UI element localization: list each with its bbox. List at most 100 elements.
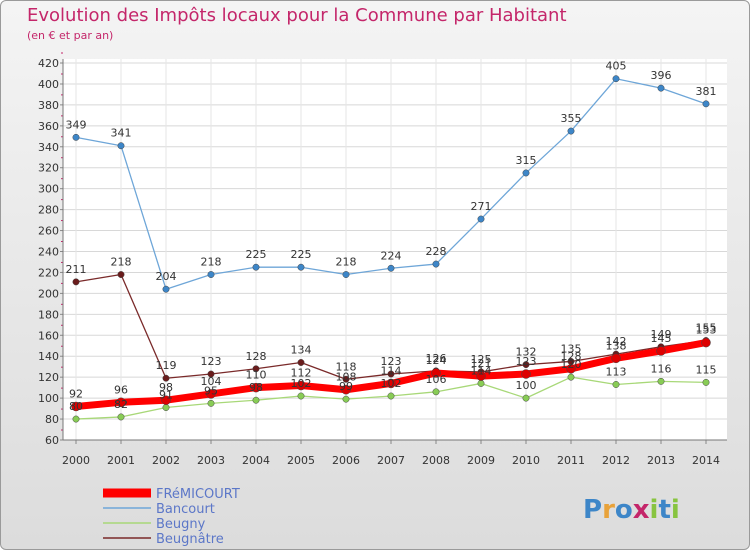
x-tick-label: 2008 xyxy=(422,454,450,467)
legend-label: FRéMICOURT xyxy=(156,487,240,502)
series-layer xyxy=(71,75,711,423)
data-point xyxy=(342,271,350,278)
data-point xyxy=(521,369,531,379)
data-label: 138 xyxy=(606,339,627,352)
data-label: 228 xyxy=(426,245,447,258)
data-point xyxy=(342,395,350,403)
data-label: 224 xyxy=(381,249,402,262)
y-tick-label: 180 xyxy=(38,308,59,321)
x-tick-label: 2003 xyxy=(197,454,225,467)
data-point xyxy=(611,353,621,364)
data-label: 134 xyxy=(291,344,312,357)
data-label: 218 xyxy=(201,256,222,269)
data-point xyxy=(252,263,260,271)
data-label: 99 xyxy=(339,380,353,393)
legend-label: Beugnâtre xyxy=(156,532,224,547)
y-tick-label: 300 xyxy=(38,183,59,196)
logo-text: Proxiti xyxy=(583,495,680,525)
data-point xyxy=(612,381,620,388)
data-label: 115 xyxy=(696,363,717,376)
data-point xyxy=(207,271,215,278)
data-point xyxy=(207,399,215,407)
data-label: 102 xyxy=(381,377,402,390)
data-label: 204 xyxy=(156,270,177,283)
x-tick-label: 2012 xyxy=(602,454,630,467)
y-tick-label: 200 xyxy=(38,287,59,300)
data-point xyxy=(251,382,261,393)
data-point xyxy=(431,368,441,378)
data-label: 91 xyxy=(159,389,173,402)
data-point xyxy=(657,377,665,385)
data-label: 349 xyxy=(66,118,87,131)
data-point xyxy=(477,380,485,387)
data-point xyxy=(252,396,260,404)
data-point xyxy=(252,365,260,373)
data-label: 114 xyxy=(381,364,402,377)
data-point xyxy=(161,395,171,405)
data-label: 153 xyxy=(696,324,717,337)
data-point xyxy=(386,378,396,389)
data-point xyxy=(117,142,125,150)
data-point xyxy=(567,127,575,135)
y-tick-label: 280 xyxy=(38,204,59,217)
data-point xyxy=(656,346,666,356)
data-label: 80 xyxy=(69,400,83,413)
data-label: 92 xyxy=(69,387,83,400)
data-label: 121 xyxy=(471,357,492,370)
data-point xyxy=(341,384,351,395)
x-tick-label: 2010 xyxy=(512,454,540,467)
data-point xyxy=(432,388,440,396)
y-tick-label: 340 xyxy=(38,141,59,154)
y-tick-label: 360 xyxy=(38,120,59,133)
x-tick-label: 2007 xyxy=(377,454,405,467)
data-label: 225 xyxy=(246,248,267,261)
data-label: 211 xyxy=(66,263,87,276)
data-label: 405 xyxy=(606,60,627,73)
data-label: 355 xyxy=(561,112,582,125)
chart-subtitle: (en € et par an) xyxy=(27,29,114,42)
data-point xyxy=(72,415,80,423)
data-point xyxy=(207,370,215,378)
data-point xyxy=(522,361,530,369)
data-point xyxy=(342,375,350,383)
data-label: 149 xyxy=(651,328,672,341)
data-label: 119 xyxy=(156,359,177,372)
y-tick-label: 320 xyxy=(38,162,59,175)
data-label: 145 xyxy=(651,332,672,345)
data-point xyxy=(116,397,126,408)
x-tick-label: 2004 xyxy=(242,454,270,467)
y-tick-label: 60 xyxy=(45,434,59,447)
data-label: 271 xyxy=(471,200,492,213)
data-point xyxy=(701,337,711,348)
data-label: 100 xyxy=(516,379,537,392)
data-point xyxy=(206,389,216,399)
legend-label: Bancourt xyxy=(156,502,215,517)
data-label: 120 xyxy=(561,358,582,371)
x-tick-label: 2005 xyxy=(287,454,315,467)
data-label: 82 xyxy=(114,398,128,411)
y-tick-label: 420 xyxy=(38,57,59,70)
x-tick-label: 2009 xyxy=(467,454,495,467)
data-point xyxy=(72,133,80,141)
data-label: 98 xyxy=(249,381,263,394)
data-label: 142 xyxy=(606,335,627,348)
y-tick-label: 260 xyxy=(38,225,59,238)
y-tick-label: 160 xyxy=(38,329,59,342)
data-point xyxy=(522,169,530,177)
data-label: 135 xyxy=(561,342,582,355)
data-point xyxy=(476,371,486,381)
logo-letter: x xyxy=(633,495,650,525)
x-tick-label: 2013 xyxy=(647,454,675,467)
x-tick-label: 2001 xyxy=(107,454,135,467)
x-tick-label: 2006 xyxy=(332,454,360,467)
data-label: 102 xyxy=(291,377,312,390)
data-label: 123 xyxy=(381,355,402,368)
data-label: 218 xyxy=(111,256,132,269)
data-label: 128 xyxy=(246,350,267,363)
data-label: 106 xyxy=(426,373,447,386)
data-point xyxy=(71,401,81,412)
data-point xyxy=(387,264,395,272)
data-point xyxy=(567,373,575,381)
